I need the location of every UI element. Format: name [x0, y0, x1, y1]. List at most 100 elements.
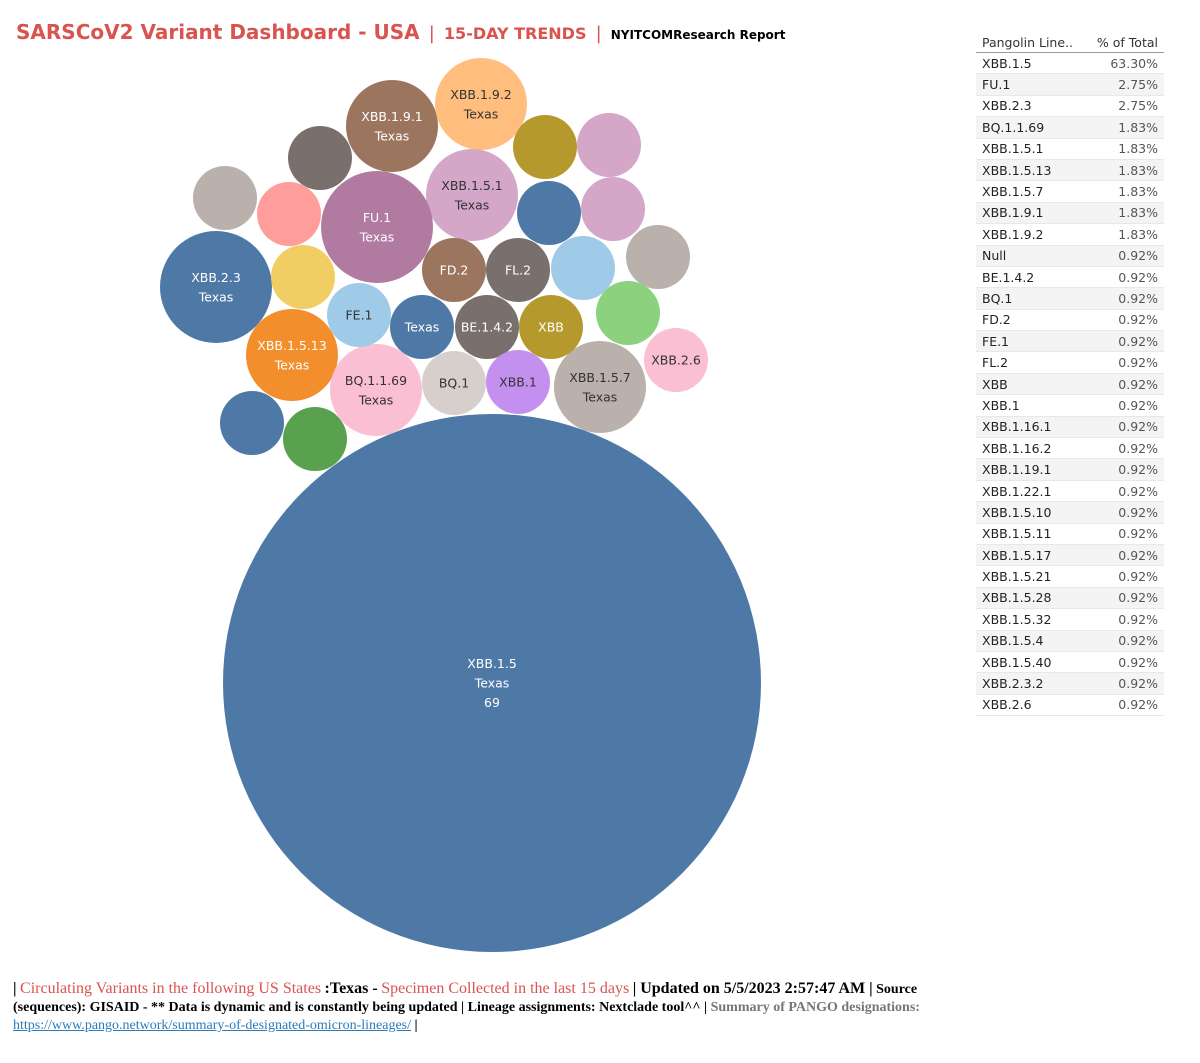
table-row[interactable]: XBB.2.3.2 0.92%: [976, 672, 1164, 695]
bubble-lineage-label: XBB.1.9.1: [361, 109, 423, 124]
table-row[interactable]: XBB 0.92%: [976, 373, 1164, 396]
table-row[interactable]: FE.1 0.92%: [976, 330, 1164, 353]
table-row[interactable]: BQ.1 0.92%: [976, 287, 1164, 310]
bubble-bq-1-1-69[interactable]: [330, 344, 422, 436]
table-row[interactable]: XBB.1.5.21 0.92%: [976, 565, 1164, 588]
table-row[interactable]: XBB.1.16.2 0.92%: [976, 437, 1164, 460]
table-row[interactable]: BQ.1.1.69 1.83%: [976, 116, 1164, 139]
bubble-bq-1[interactable]: [422, 351, 486, 415]
percent-cell: 0.92%: [1085, 351, 1164, 374]
table-row[interactable]: Null 0.92%: [976, 245, 1164, 267]
table-row[interactable]: XBB.1.5.40 0.92%: [976, 651, 1164, 674]
bubble-unlabeled-24[interactable]: [581, 177, 645, 241]
table-row[interactable]: XBB.1.9.2 1.83%: [976, 223, 1164, 246]
bubble-fl-2[interactable]: [486, 238, 550, 302]
table-row[interactable]: XBB.1.22.1 0.92%: [976, 480, 1164, 503]
bubble-xbb-2-6[interactable]: [644, 328, 708, 392]
table-row[interactable]: XBB.1.5.10 0.92%: [976, 501, 1164, 524]
table-row[interactable]: FD.2 0.92%: [976, 309, 1164, 332]
bubble-xbb[interactable]: [519, 295, 583, 359]
lineage-cell: XBB.1.9.2: [976, 223, 1086, 246]
bubble-lineage-label: XBB: [538, 320, 564, 335]
table-row[interactable]: XBB.1.19.1 0.92%: [976, 458, 1164, 481]
table-row[interactable]: XBB.1.5.28 0.92%: [976, 587, 1164, 610]
percent-cell: 63.30%: [1085, 52, 1164, 75]
bubble-xbb-1-5[interactable]: [223, 414, 761, 952]
bubble-state-label: Texas: [374, 128, 410, 143]
bubble-state-label: Texas: [198, 289, 234, 304]
bubble-unlabeled-21[interactable]: [193, 166, 257, 230]
table-row[interactable]: XBB.1.5.17 0.92%: [976, 544, 1164, 567]
table-row[interactable]: FU.1 2.75%: [976, 73, 1164, 96]
dashboard-title: SARSCoV2 Variant Dashboard - USA: [16, 20, 420, 44]
table-row[interactable]: XBB.1.5.32 0.92%: [976, 608, 1164, 631]
table-row[interactable]: XBB.1.5.11 0.92%: [976, 523, 1164, 545]
bubble-unlabeled-26[interactable]: [551, 236, 615, 300]
bubble-xbb-1-9-2[interactable]: [435, 58, 527, 150]
footer-updated: | Updated on 5/5/2023 2:57:47 AM |: [632, 980, 873, 997]
percent-cell: 0.92%: [1085, 266, 1164, 289]
bubble-unlabeled-20[interactable]: [577, 113, 641, 177]
bubble-state-label: Texas: [404, 320, 440, 335]
column-header-lineage[interactable]: Pangolin Line..: [976, 32, 1086, 53]
table-row[interactable]: XBB.1.5.7 1.83%: [976, 180, 1164, 203]
percent-cell: 0.92%: [1085, 437, 1164, 460]
bubble-unlabeled-22[interactable]: [257, 182, 321, 246]
table-row[interactable]: XBB.1.5.4 0.92%: [976, 630, 1164, 652]
percent-cell: 1.83%: [1085, 202, 1164, 225]
table-row[interactable]: XBB.1.9.1 1.83%: [976, 202, 1164, 225]
lineage-cell: XBB.1.5: [976, 52, 1086, 75]
bubble-xbb-1-5-13[interactable]: [246, 309, 338, 401]
table-row[interactable]: XBB.1.16.1 0.92%: [976, 416, 1164, 439]
lineage-cell: XBB: [976, 373, 1086, 396]
table-row[interactable]: XBB.1.5 63.30%: [976, 52, 1164, 75]
lineage-cell: XBB.1: [976, 394, 1086, 417]
lineage-cell: XBB.1.5.1: [976, 138, 1086, 160]
bubble-unlabeled-23[interactable]: [517, 181, 581, 245]
bubble-lineage-label: XBB.1.5.7: [569, 370, 631, 385]
lineage-cell: XBB.1.5.40: [976, 651, 1086, 674]
pango-link[interactable]: https://www.pango.network/summary-of-des…: [13, 1018, 411, 1033]
table-row[interactable]: BE.1.4.2 0.92%: [976, 266, 1164, 289]
footer-source: Source (sequences): GISAID - ** Data is …: [13, 982, 918, 1015]
percent-cell: 0.92%: [1085, 587, 1164, 610]
table-row[interactable]: XBB.1.5.13 1.83%: [976, 159, 1164, 182]
bubble-fu-1[interactable]: [321, 171, 433, 283]
bubble-be-1-4-2[interactable]: [455, 295, 519, 359]
dashboard-header: SARSCoV2 Variant Dashboard - USA | 15-DA…: [16, 20, 785, 44]
lineage-cell: XBB.1.5.11: [976, 523, 1086, 545]
bubble-unlabeled-19[interactable]: [513, 115, 577, 179]
table-row[interactable]: XBB.1.5.1 1.83%: [976, 138, 1164, 160]
bubble-lineage-label: BQ.1.1.69: [345, 373, 407, 388]
bubble-xbb-1-5-1[interactable]: [426, 149, 518, 241]
bubble-unlabeled-28[interactable]: [596, 281, 660, 345]
bubble-unlabeled-25[interactable]: [271, 245, 335, 309]
percent-cell: 1.83%: [1085, 223, 1164, 246]
table-row[interactable]: FL.2 0.92%: [976, 351, 1164, 374]
bubble-unlabeled-18[interactable]: [288, 126, 352, 190]
bubble-unlabeled-27[interactable]: [626, 225, 690, 289]
percent-cell: 0.92%: [1085, 373, 1164, 396]
lineage-cell: XBB.2.3: [976, 95, 1086, 118]
lineage-cell: XBB.1.5.21: [976, 565, 1086, 588]
percent-cell: 0.92%: [1085, 394, 1164, 417]
bubble-unlabeled-30[interactable]: [283, 407, 347, 471]
bubble-xbb-1-9-1[interactable]: [346, 80, 438, 172]
bubble-fd-2[interactable]: [422, 238, 486, 302]
table-row[interactable]: XBB.2.6 0.92%: [976, 694, 1164, 717]
table-row[interactable]: XBB.1 0.92%: [976, 394, 1164, 417]
column-header-percent[interactable]: % of Total: [1085, 32, 1164, 53]
bubble-xbb-1[interactable]: [486, 350, 550, 414]
table-row[interactable]: XBB.2.3 2.75%: [976, 95, 1164, 118]
bubble-unlabeled-29[interactable]: [220, 391, 284, 455]
bubble-xbb-2-3[interactable]: [160, 231, 272, 343]
bubble-lineage-label: XBB.1.5: [467, 656, 517, 671]
lineage-cell: FU.1: [976, 73, 1086, 96]
percent-cell: 0.92%: [1085, 523, 1164, 545]
percent-cell: 0.92%: [1085, 630, 1164, 652]
bubble-unlabeled-12[interactable]: [390, 295, 454, 359]
bubble-xbb-1-5-7[interactable]: [554, 341, 646, 433]
bubble-fe-1[interactable]: [327, 283, 391, 347]
bubble-state-label: Texas: [463, 106, 499, 121]
lineage-cell: FE.1: [976, 330, 1086, 353]
